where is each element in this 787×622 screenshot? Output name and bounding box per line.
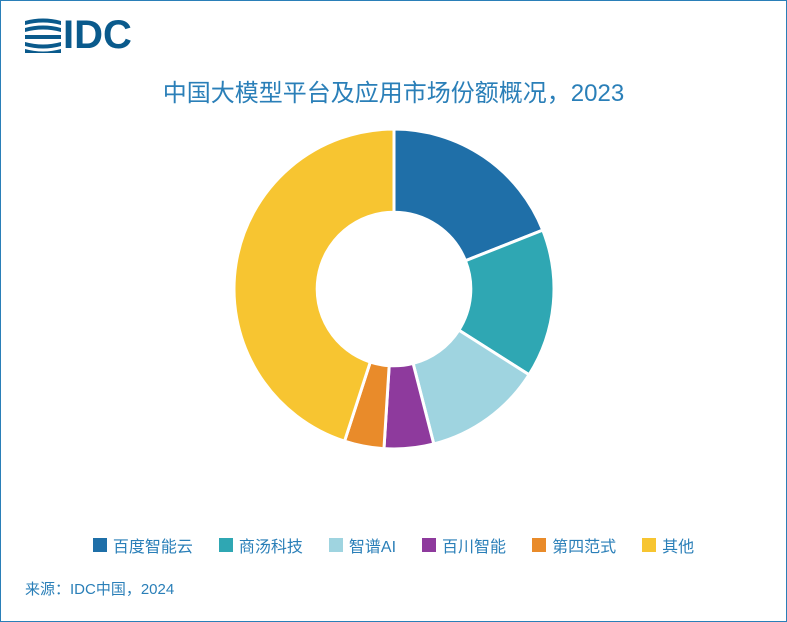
legend-swatch — [219, 538, 233, 552]
source-text: 来源：IDC中国，2024 — [25, 578, 174, 599]
legend-item: 智谱AI — [329, 533, 396, 557]
legend-item: 其他 — [642, 533, 694, 557]
legend-swatch — [422, 538, 436, 552]
legend-item: 第四范式 — [532, 533, 616, 557]
legend-swatch — [642, 538, 656, 552]
legend: 百度智能云 商汤科技 智谱AI 百川智能 第四范式 其他 — [1, 533, 786, 557]
legend-label: 百度智能云 — [113, 533, 193, 557]
legend-label: 商汤科技 — [239, 533, 303, 557]
legend-item: 百度智能云 — [93, 533, 193, 557]
legend-label: 百川智能 — [442, 533, 506, 557]
idc-logo-text: IDC — [63, 15, 132, 55]
legend-swatch — [93, 538, 107, 552]
legend-item: 百川智能 — [422, 533, 506, 557]
donut-chart — [224, 119, 564, 459]
chart-title: 中国大模型平台及应用市场份额概况，2023 — [1, 73, 786, 108]
legend-swatch — [329, 538, 343, 552]
legend-label: 第四范式 — [552, 533, 616, 557]
chart-frame: IDC 中国大模型平台及应用市场份额概况，2023 百度智能云商汤科技智谱AI百… — [0, 0, 787, 622]
idc-logo-icon — [25, 17, 61, 53]
legend-item: 商汤科技 — [219, 533, 303, 557]
idc-logo: IDC — [25, 15, 132, 55]
legend-label: 智谱AI — [349, 533, 396, 557]
legend-swatch — [532, 538, 546, 552]
legend-label: 其他 — [662, 533, 694, 557]
